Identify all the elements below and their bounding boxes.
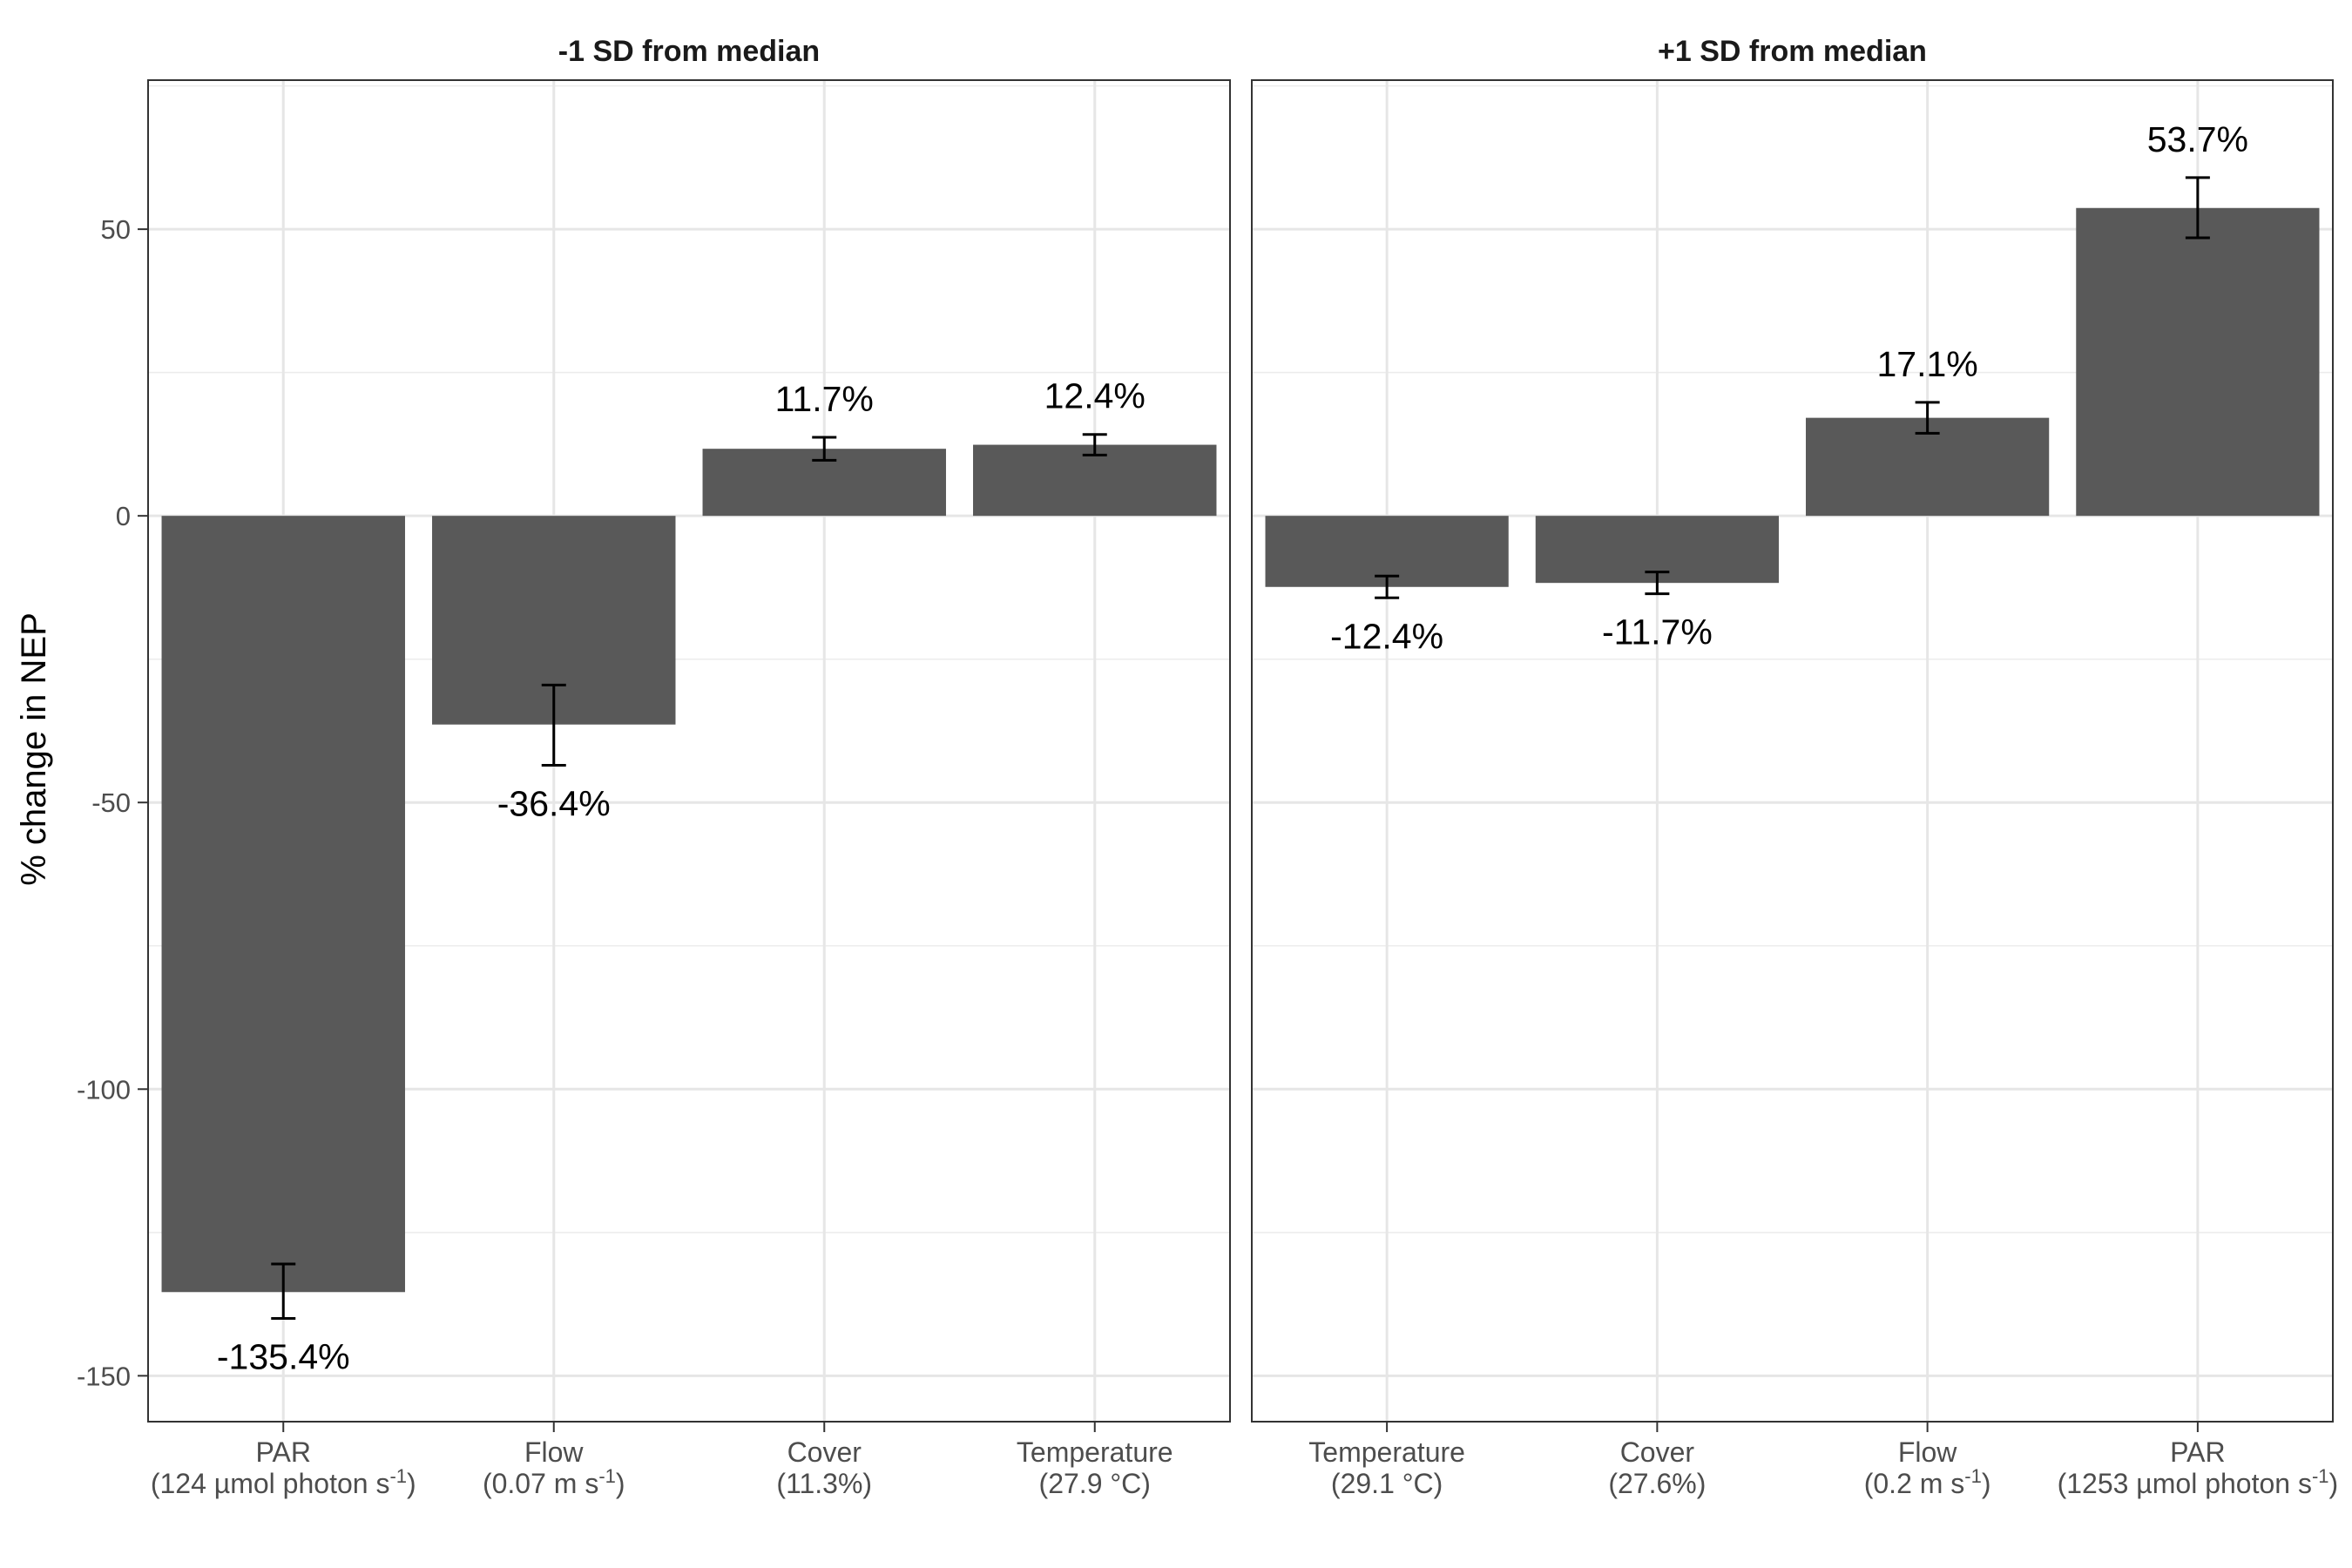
x-tick-label: Temperature	[1017, 1436, 1173, 1468]
bar-par	[161, 516, 405, 1293]
y-tick-label: -50	[91, 787, 131, 818]
bar-par	[2076, 207, 2320, 517]
y-tick-label: 0	[116, 501, 131, 531]
x-tick-label: Flow	[1898, 1436, 1957, 1468]
data-label: -12.4%	[1330, 616, 1443, 656]
y-tick-label: -100	[77, 1074, 131, 1105]
data-label: 53.7%	[2147, 119, 2248, 159]
x-tick-label: PAR	[2170, 1436, 2225, 1468]
data-label: 11.7%	[775, 379, 874, 419]
x-tick-detail: (11.3%)	[776, 1468, 872, 1499]
y-tick-label: 50	[101, 214, 131, 245]
x-tick-detail: (124 µmol photon s-1)	[151, 1465, 416, 1499]
y-axis-label: % change in NEP	[15, 612, 53, 886]
error-bar	[2185, 176, 2210, 240]
error-bar	[812, 436, 837, 462]
x-tick-label: Flow	[524, 1436, 584, 1468]
error-bar	[1915, 401, 1940, 435]
data-label: -36.4%	[497, 783, 611, 823]
y-tick-label: -150	[77, 1361, 131, 1391]
facet-panel-1: -1 SD from median -135.4% PAR(124 µmol pho…	[147, 35, 1231, 1499]
x-tick-detail: (1253 µmol photon s-1)	[2058, 1465, 2339, 1499]
panel-border	[1251, 79, 2334, 1423]
panel-title: -1 SD from median	[558, 35, 820, 68]
error-bar	[541, 683, 566, 767]
error-bar	[271, 1262, 296, 1321]
x-tick-label: Cover	[787, 1436, 862, 1468]
x-tick-label: Cover	[1620, 1436, 1695, 1468]
facet-panel-2: +1 SD from median -12.4% Temperature(29.1 …	[1251, 35, 2339, 1499]
error-bar	[1645, 571, 1670, 596]
x-tick-label: Temperature	[1308, 1436, 1465, 1468]
panel-title: +1 SD from median	[1658, 35, 1927, 68]
bar-temperature	[973, 444, 1217, 517]
x-tick-label: PAR	[256, 1436, 311, 1468]
x-tick-detail: (0.07 m s-1)	[483, 1465, 625, 1499]
error-bar	[1375, 574, 1400, 599]
x-tick-detail: (29.1 °C)	[1331, 1468, 1443, 1499]
data-label: 12.4%	[1044, 376, 1146, 416]
x-tick-detail: (0.2 m s-1)	[1864, 1465, 1991, 1499]
x-tick-detail: (27.9 °C)	[1039, 1468, 1151, 1499]
error-bar	[1082, 433, 1107, 456]
data-label: 17.1%	[1876, 344, 1977, 384]
data-label: -11.7%	[1602, 612, 1713, 652]
data-label: -135.4%	[217, 1337, 350, 1377]
x-tick-detail: (27.6%)	[1608, 1468, 1706, 1499]
panel-border	[147, 79, 1231, 1423]
